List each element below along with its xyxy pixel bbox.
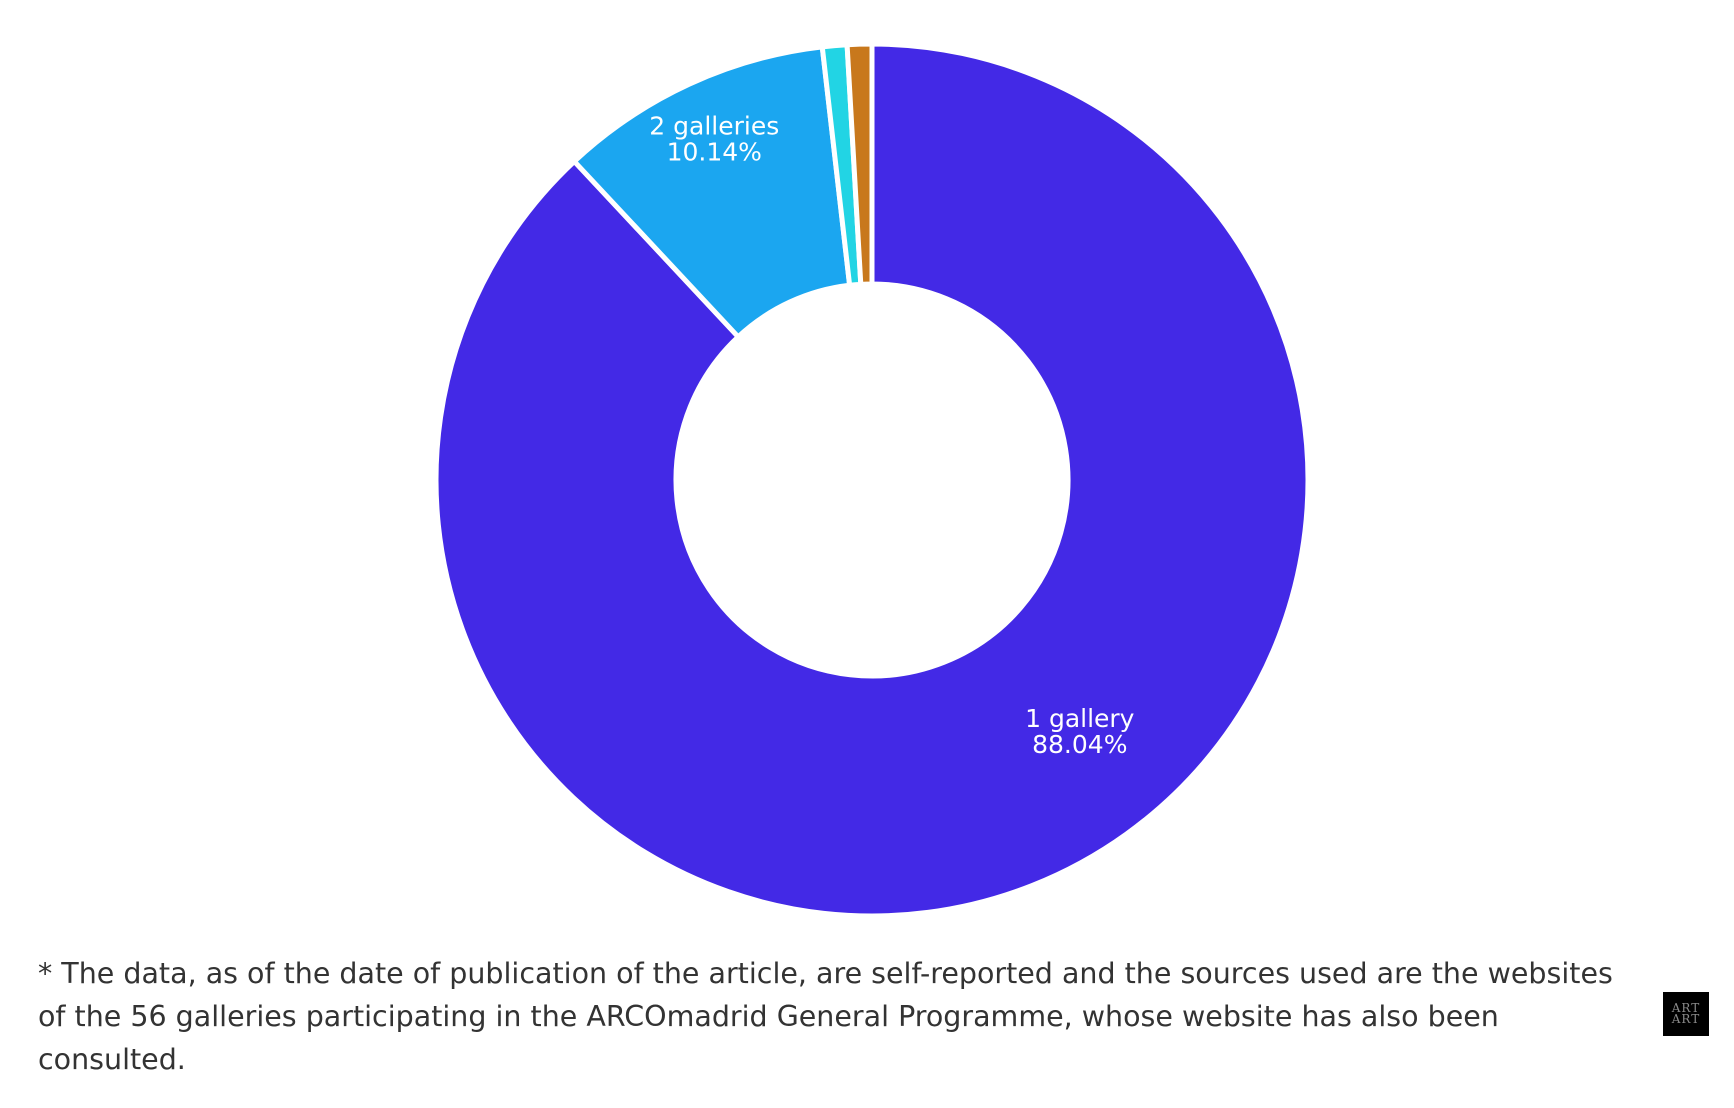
logo-text-top: ART	[1671, 1001, 1701, 1015]
slice-label-1: 1 gallery	[1025, 704, 1135, 733]
donut-slice-2	[571, 44, 853, 340]
site-logo: ART ART	[1663, 992, 1709, 1036]
slice-value-label-1: 88.04%	[1032, 730, 1127, 759]
donut-slices	[433, 41, 1311, 919]
donut-slice-4	[844, 41, 875, 287]
logo-text-bottom: ART	[1671, 1012, 1701, 1026]
footnote: * The data, as of the date of publicatio…	[38, 957, 1613, 1076]
slice-label-2: 2 galleries	[649, 112, 779, 141]
slice-value-label-2: 10.14%	[667, 138, 762, 167]
donut-slice-1	[433, 41, 1311, 919]
